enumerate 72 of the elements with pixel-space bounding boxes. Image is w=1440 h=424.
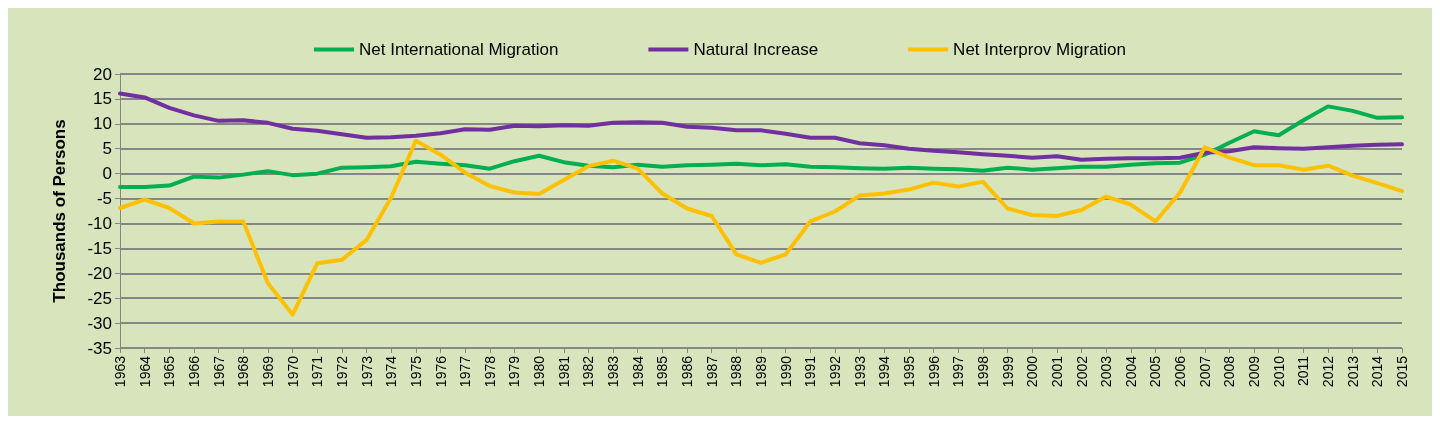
x-tick-label: 1987 bbox=[703, 355, 720, 388]
x-tick-label: 1963 bbox=[112, 355, 128, 388]
y-tick-label: 10 bbox=[93, 114, 112, 134]
x-tick-label: 2004 bbox=[1122, 355, 1139, 388]
x-tick-label: 1965 bbox=[161, 355, 178, 388]
x-tick-label: 1974 bbox=[383, 355, 400, 388]
x-tick-label: 2009 bbox=[1246, 355, 1263, 388]
x-tick-label: 2003 bbox=[1098, 355, 1115, 388]
x-tick-label: 1988 bbox=[728, 355, 745, 388]
x-tick-label: 1996 bbox=[925, 355, 942, 388]
x-tick-label: 1992 bbox=[826, 355, 843, 388]
x-tick-label: 1977 bbox=[457, 355, 474, 388]
x-tick-label: 1997 bbox=[950, 355, 967, 388]
line-series bbox=[118, 91, 1404, 162]
x-tick-label: 1979 bbox=[506, 355, 523, 388]
x-tick-label: 1975 bbox=[407, 355, 424, 388]
y-tick-label: -15 bbox=[87, 238, 112, 258]
x-tick-label: 1983 bbox=[605, 355, 622, 388]
x-tick-label: 1995 bbox=[900, 355, 917, 388]
x-tick-label: 2014 bbox=[1369, 355, 1386, 388]
x-tick-label: 2010 bbox=[1270, 355, 1287, 388]
y-tick-label: -25 bbox=[87, 288, 112, 308]
x-tick-label: 1994 bbox=[876, 355, 893, 388]
x-tick-label: 2011 bbox=[1295, 355, 1312, 387]
x-tick-label: 2015 bbox=[1394, 355, 1410, 388]
y-tick-label: 0 bbox=[102, 164, 112, 184]
x-tick-label: 2012 bbox=[1320, 355, 1337, 388]
x-tick-label: 2002 bbox=[1073, 355, 1090, 388]
x-tick-label: 1970 bbox=[284, 355, 301, 388]
x-tick-label: 1980 bbox=[531, 355, 548, 388]
x-tick-label: 1991 bbox=[802, 355, 819, 388]
x-tick-label: 1993 bbox=[851, 355, 868, 388]
x-tick-label: 2000 bbox=[1024, 355, 1041, 388]
y-tick-label: 20 bbox=[93, 64, 112, 84]
legend-label: Net International Migration bbox=[358, 40, 559, 59]
x-tick-label: 2013 bbox=[1344, 355, 1361, 388]
x-tick-label: 2005 bbox=[1147, 355, 1164, 388]
x-tick-label: 1966 bbox=[185, 355, 202, 388]
x-tick-label: 1964 bbox=[136, 355, 153, 388]
x-tick-label: 1986 bbox=[679, 355, 696, 388]
legend-label: Natural Increase bbox=[693, 40, 819, 59]
x-tick-label: 1984 bbox=[629, 355, 646, 388]
legend-label: Net Interprov Migration bbox=[953, 40, 1127, 59]
x-tick-label: 1982 bbox=[580, 355, 597, 388]
y-tick-label: -35 bbox=[87, 338, 112, 358]
x-tick-label: 1969 bbox=[259, 355, 276, 388]
x-tick-label: 1967 bbox=[210, 355, 227, 388]
y-tick-label: -10 bbox=[87, 213, 112, 233]
line-series bbox=[118, 104, 1404, 190]
y-axis-title: Thousands of Persons bbox=[50, 119, 69, 303]
y-tick-label: 15 bbox=[93, 89, 112, 109]
x-tick-label: 1999 bbox=[999, 355, 1016, 388]
line-series bbox=[118, 138, 1404, 317]
y-tick-label: -5 bbox=[96, 189, 112, 209]
x-tick-label: 1972 bbox=[333, 355, 350, 388]
x-tick-label: 2008 bbox=[1221, 355, 1238, 388]
x-tick-label: 1973 bbox=[358, 355, 375, 388]
x-tick-label: 1989 bbox=[753, 355, 769, 388]
y-tick-label: -30 bbox=[87, 313, 112, 333]
y-tick-label: 5 bbox=[102, 139, 112, 159]
x-tick-label: 1978 bbox=[481, 355, 498, 388]
y-tick-label: -20 bbox=[87, 263, 112, 283]
x-tick-label: 1990 bbox=[777, 355, 794, 388]
x-tick-label: 1971 bbox=[309, 355, 326, 388]
x-tick-label: 1968 bbox=[235, 355, 252, 388]
x-tick-label: 2006 bbox=[1172, 355, 1189, 388]
x-tick-label: 1976 bbox=[432, 355, 449, 388]
x-tick-label: 1985 bbox=[654, 355, 671, 388]
x-tick-label: 1981 bbox=[555, 355, 572, 388]
x-tick-label: 2001 bbox=[1048, 355, 1065, 388]
x-tick-label: 1998 bbox=[974, 355, 991, 388]
x-tick-label: 2007 bbox=[1196, 355, 1213, 388]
